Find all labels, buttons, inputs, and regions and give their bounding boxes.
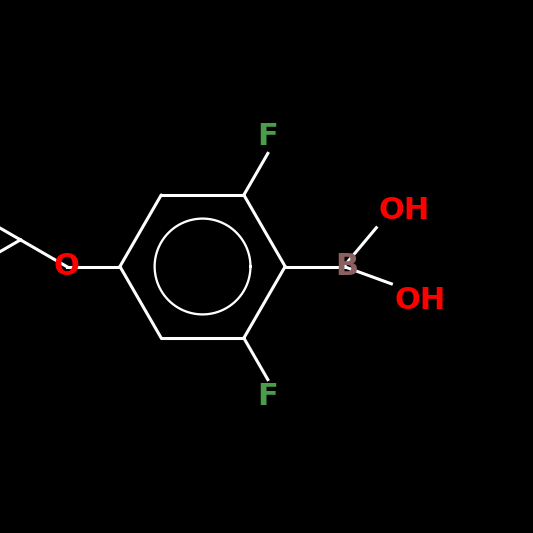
- Text: F: F: [257, 382, 278, 411]
- Text: F: F: [257, 122, 278, 151]
- Text: OH: OH: [394, 286, 445, 316]
- Text: B: B: [335, 252, 358, 281]
- Text: O: O: [54, 252, 79, 281]
- Text: OH: OH: [379, 196, 430, 225]
